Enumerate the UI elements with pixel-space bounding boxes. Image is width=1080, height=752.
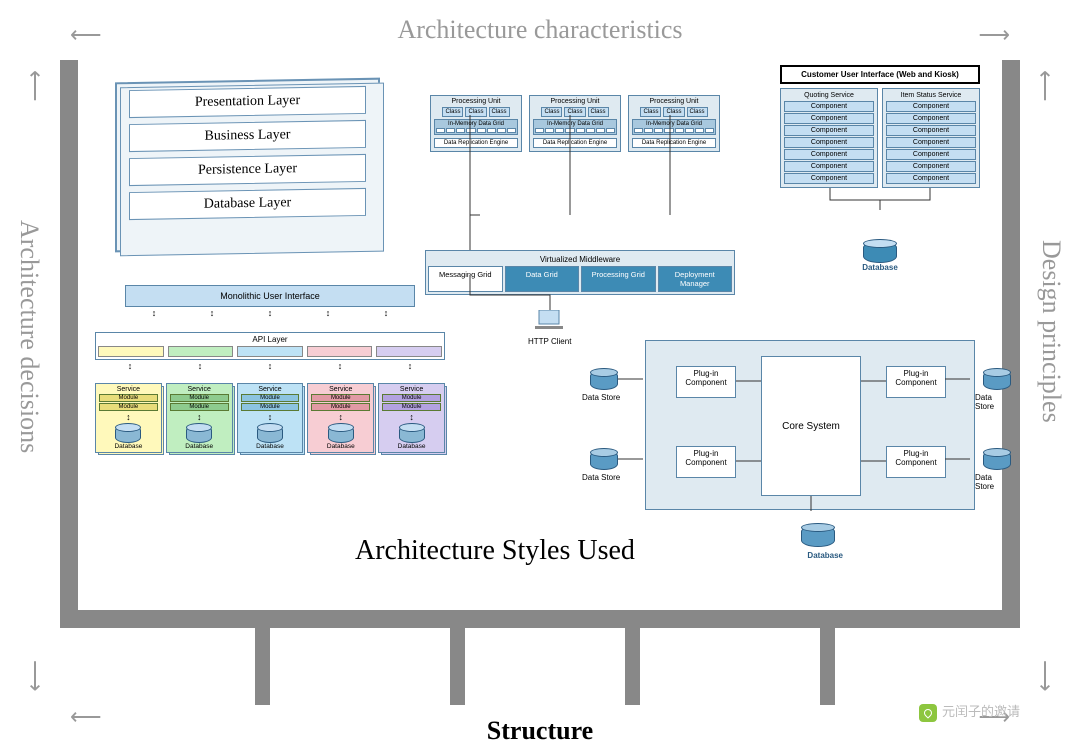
db-label: Database xyxy=(807,551,843,560)
layered-arch: Presentation Layer Business Layer Persis… xyxy=(115,78,380,253)
microservice: Service Module Module ↕ Database xyxy=(237,383,304,453)
mw-item: Data Grid xyxy=(505,266,580,292)
database-icon xyxy=(257,425,283,443)
api-slot xyxy=(237,346,303,357)
processing-unit: Processing Unit ClassClassClass In-Memor… xyxy=(430,95,522,152)
component: Component xyxy=(784,161,874,172)
datastore-icon xyxy=(983,450,1011,470)
mono-ui: Monolithic User Interface xyxy=(125,285,415,307)
database-icon xyxy=(399,425,425,443)
plugin-arch: Core System Plug-in Component Plug-in Com… xyxy=(645,340,975,510)
plugin-component: Plug-in Component xyxy=(886,366,946,398)
mw-item: Processing Grid xyxy=(581,266,656,292)
component: Component xyxy=(784,125,874,136)
layer: Presentation Layer xyxy=(129,86,366,118)
wechat-icon xyxy=(919,704,937,722)
processing-unit: Processing Unit ClassClassClass In-Memor… xyxy=(628,95,720,152)
api-slot xyxy=(376,346,442,357)
microservice: Service Module Module ↕ Database xyxy=(307,383,374,453)
core-system: Core System xyxy=(761,356,861,496)
leg xyxy=(820,625,835,705)
api-layer: API Layer xyxy=(95,332,445,360)
mw-item: Deployment Manager xyxy=(658,266,733,292)
component: Component xyxy=(886,137,976,148)
service-column: Item Status ServiceComponentComponentCom… xyxy=(882,88,980,188)
service-column: Quoting ServiceComponentComponentCompone… xyxy=(780,88,878,188)
middleware: Virtualized Middleware Messaging Grid Da… xyxy=(425,250,735,295)
customer-ui: Customer User Interface (Web and Kiosk) xyxy=(780,65,980,84)
database-icon xyxy=(328,425,354,443)
processing-unit: Processing Unit ClassClassClass In-Memor… xyxy=(529,95,621,152)
component: Component xyxy=(784,113,874,124)
microservice: Service Module Module ↕ Database xyxy=(166,383,233,453)
arrow-r-b: ⟶ xyxy=(1032,660,1058,692)
microservice: Service Module Module ↕ Database xyxy=(95,383,162,453)
component: Component xyxy=(886,113,976,124)
component: Component xyxy=(886,161,976,172)
datastore-icon xyxy=(590,450,618,470)
component: Component xyxy=(784,101,874,112)
component: Component xyxy=(886,173,976,184)
component: Component xyxy=(784,137,874,148)
pillar-right xyxy=(1002,60,1020,625)
datastore-label: Data Store xyxy=(975,393,1000,411)
api-label: API Layer xyxy=(98,335,442,344)
database-icon xyxy=(801,525,835,547)
label-right: Design principles xyxy=(1036,240,1066,423)
leg xyxy=(625,625,640,705)
arrow-r-t: ⟵ xyxy=(1032,70,1058,102)
layer: Database Layer xyxy=(129,188,366,220)
datastore-icon xyxy=(590,370,618,390)
diagram-canvas: Presentation Layer Business Layer Persis… xyxy=(80,65,1000,620)
datastore-label: Data Store xyxy=(582,393,620,402)
component: Component xyxy=(886,125,976,136)
component: Component xyxy=(784,149,874,160)
database-icon xyxy=(115,425,141,443)
leg xyxy=(450,625,465,705)
component: Component xyxy=(886,149,976,160)
datastore-label: Data Store xyxy=(975,473,1000,491)
monolithic-arch: Monolithic User Interface ↕↕↕↕↕ API Laye… xyxy=(95,285,445,453)
datastore-label: Data Store xyxy=(582,473,620,482)
api-slot xyxy=(168,346,234,357)
services-block: Customer User Interface (Web and Kiosk) … xyxy=(780,65,980,272)
component: Component xyxy=(886,101,976,112)
component: Component xyxy=(784,173,874,184)
arrow-l-b: ⟶ xyxy=(22,660,48,692)
api-slot xyxy=(307,346,373,357)
microservice: Service Module Module ↕ Database xyxy=(378,383,445,453)
api-slot xyxy=(98,346,164,357)
label-left: Architecture decisions xyxy=(14,220,44,453)
database-icon xyxy=(186,425,212,443)
db-label: Database xyxy=(780,263,980,272)
plugin-component: Plug-in Component xyxy=(886,446,946,478)
plugin-component: Plug-in Component xyxy=(676,446,736,478)
http-client-icon xyxy=(535,310,565,335)
label-top: Architecture characteristics xyxy=(0,15,1080,45)
database-icon xyxy=(863,241,897,263)
http-client-label: HTTP Client xyxy=(528,337,571,346)
watermark: 元闰子的邀请 xyxy=(919,701,1020,722)
main-title: Architecture Styles Used xyxy=(355,535,635,567)
svc-connectors xyxy=(780,188,980,233)
datastore-icon xyxy=(983,370,1011,390)
layer: Persistence Layer xyxy=(129,154,366,186)
arrow-l-t: ⟵ xyxy=(22,70,48,102)
middleware-title: Virtualized Middleware xyxy=(428,253,732,266)
leg xyxy=(255,625,270,705)
plugin-component: Plug-in Component xyxy=(676,366,736,398)
pillar-left xyxy=(60,60,78,625)
layer: Business Layer xyxy=(129,120,366,152)
